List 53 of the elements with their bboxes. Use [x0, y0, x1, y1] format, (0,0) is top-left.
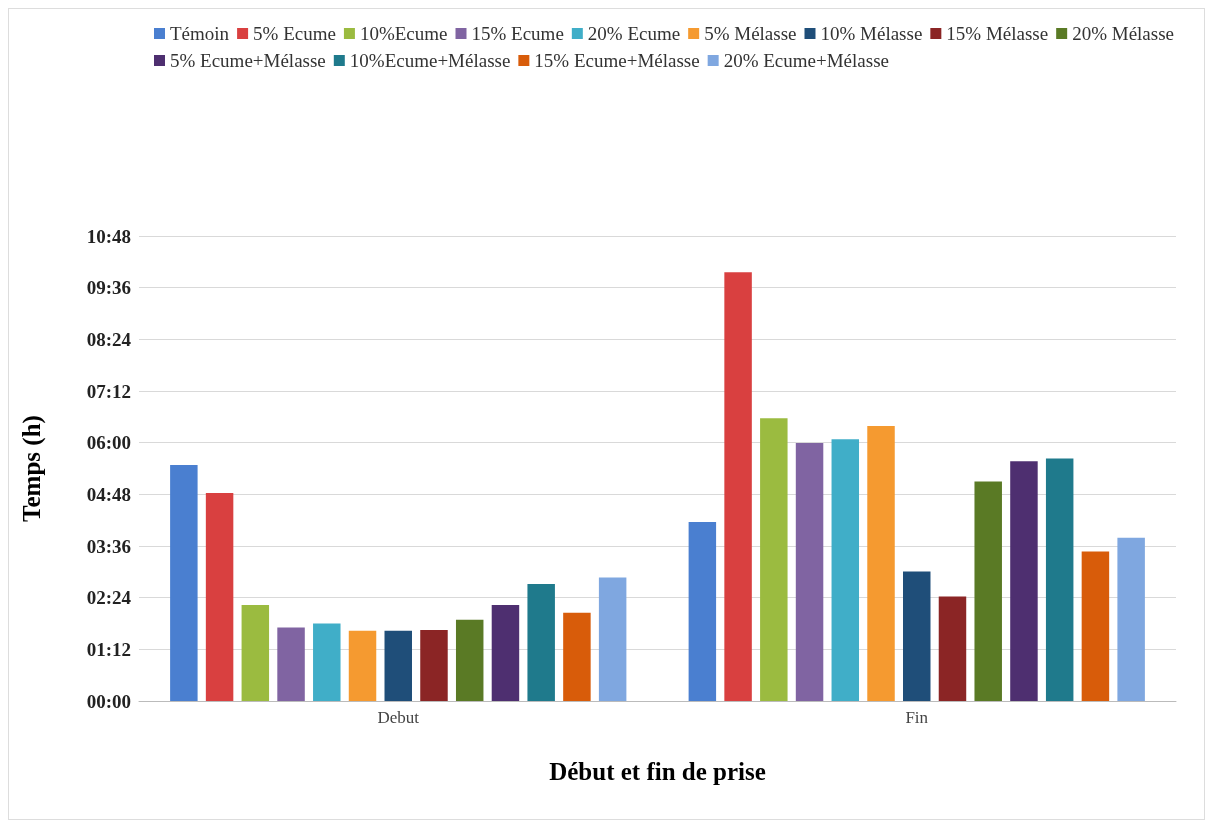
- bar: [563, 612, 591, 701]
- bar: [1081, 551, 1110, 701]
- y-tick-label: 09:36: [86, 277, 131, 299]
- legend-label: 10%Ecume: [359, 23, 448, 44]
- bar: [455, 619, 484, 701]
- y-tick-label: 08:24: [86, 328, 132, 350]
- bar: [170, 465, 198, 701]
- bar: [205, 493, 234, 701]
- legend-label: 15% Mélasse: [946, 23, 1049, 44]
- legend-label: 5% Ecume+Mélasse: [170, 50, 326, 71]
- bar: [598, 577, 627, 701]
- bar: [420, 629, 448, 701]
- legend-label: 20% Ecume: [587, 23, 681, 44]
- legend-label: 5% Mélasse: [704, 23, 797, 44]
- bar: [903, 571, 931, 701]
- bar: [1045, 458, 1074, 701]
- x-axis-title: Début et fin de prise: [549, 758, 766, 785]
- y-tick-label: 10:48: [86, 225, 131, 247]
- bar: [724, 272, 752, 701]
- legend-label: 15% Ecume: [471, 23, 564, 44]
- legend-label: 5% Ecume: [253, 23, 336, 44]
- y-tick-label: 06:00: [86, 432, 131, 454]
- legend-label: 10% Mélasse: [820, 23, 923, 44]
- x-tick-label: Debut: [377, 708, 420, 727]
- y-tick-label: 07:12: [86, 380, 131, 402]
- legend-label: Témoin: [170, 23, 230, 44]
- legend-label: 20% Mélasse: [1072, 23, 1175, 44]
- bar: [938, 596, 967, 701]
- legend-label: 20% Ecume+Mélasse: [723, 50, 889, 71]
- bar: [527, 583, 555, 701]
- bar: [384, 630, 412, 701]
- bar: [277, 627, 305, 701]
- x-tick-label: Fin: [905, 708, 929, 727]
- bar: [241, 604, 270, 701]
- y-tick-label: 03:36: [86, 535, 131, 557]
- bar: [795, 443, 824, 701]
- legend-label: 10%Ecume+Mélasse: [349, 50, 511, 71]
- y-tick-label: 00:00: [86, 690, 131, 712]
- bar: [313, 623, 341, 701]
- bar: [867, 425, 895, 701]
- bar: [1117, 537, 1145, 701]
- bar: [491, 604, 520, 701]
- bar: [974, 481, 1002, 701]
- legend-label: 15% Ecume+Mélasse: [534, 50, 700, 71]
- bar: [348, 630, 377, 701]
- bar: [1010, 461, 1038, 701]
- bar: [760, 418, 788, 701]
- y-axis-title: Temps (h): [18, 415, 46, 522]
- y-tick-label: 02:24: [86, 587, 132, 609]
- y-tick-label: 01:12: [86, 638, 131, 660]
- y-tick-label: 04:48: [86, 483, 131, 505]
- bar: [831, 439, 860, 701]
- bar: [688, 521, 717, 701]
